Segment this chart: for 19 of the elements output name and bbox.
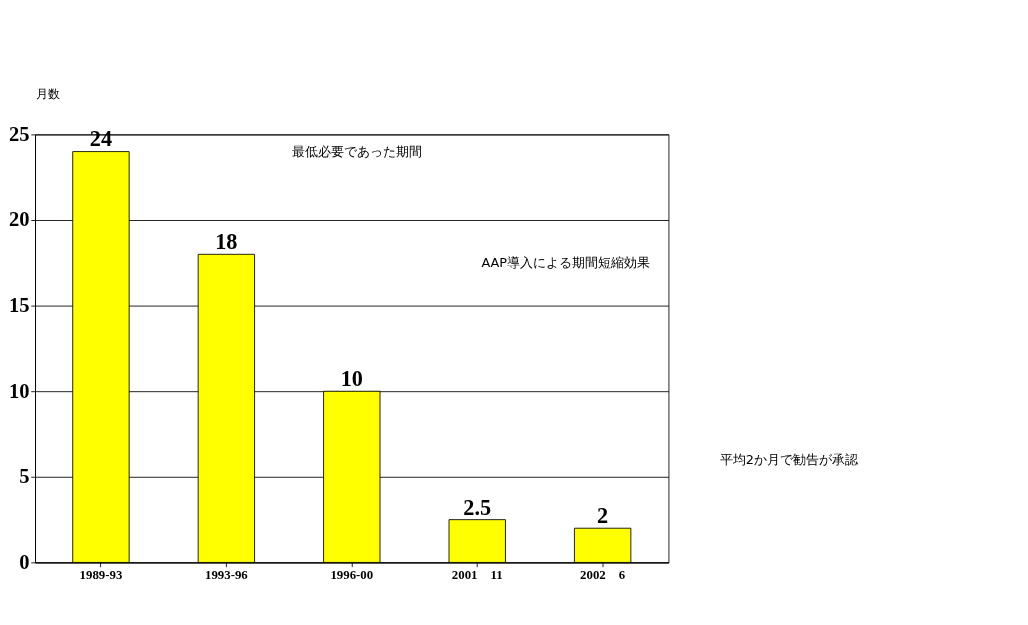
data-label: 2.5 [463,494,492,520]
y-tick-label: 15 [9,294,30,317]
data-label: 18 [215,229,238,255]
x-tick-label: 1989-93 [79,568,123,583]
y-axis-title: 月数 [35,87,60,102]
y-tick-label: 5 [19,465,30,488]
annotation: AAP導入による期間短縮効果 [481,255,651,271]
x-tick-label: 1996-00 [330,568,374,583]
text: 平均2か月で勧告が承認 [719,452,859,468]
data-label: 2 [597,503,609,529]
y-tick-label: 20 [9,208,30,231]
x-tick-label: 1993-96 [204,568,249,583]
x-tick-label: 2002 6 [580,568,626,583]
y-tick-label: 0 [19,550,30,573]
annotation: 最低必要であった期間 [291,143,422,159]
x-tick-label: 2001 11 [451,568,503,583]
data-label: 10 [340,366,363,392]
y-tick-label: 25 [9,122,30,145]
y-tick-label: 10 [9,379,30,402]
